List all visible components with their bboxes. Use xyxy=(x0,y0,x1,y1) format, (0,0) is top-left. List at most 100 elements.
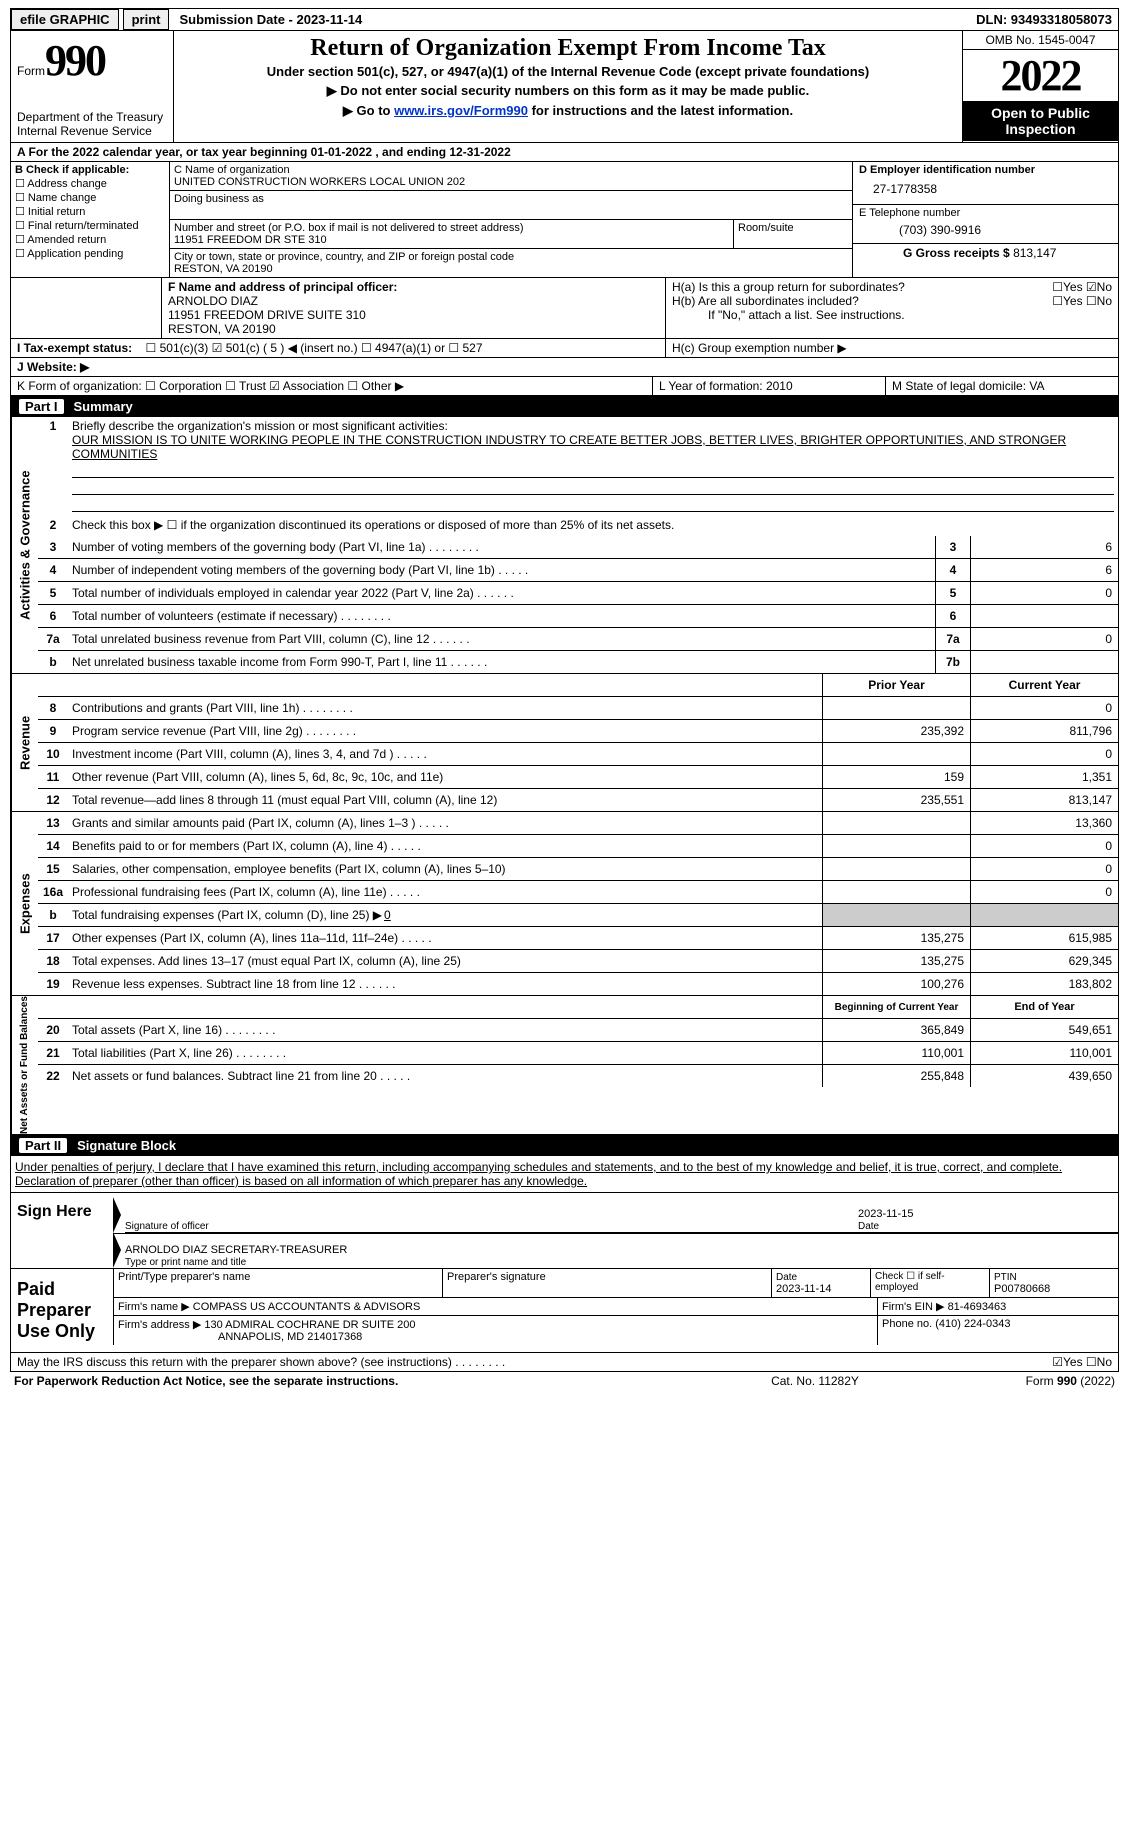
line20-beg: 365,849 xyxy=(822,1019,970,1041)
beginning-year-hdr: Beginning of Current Year xyxy=(822,996,970,1018)
line15-text: Salaries, other compensation, employee b… xyxy=(68,860,822,878)
line2-text[interactable]: Check this box ▶ ☐ if the organization d… xyxy=(68,516,1118,534)
telephone-value: (703) 390-9916 xyxy=(859,219,1112,241)
line5-text: Total number of individuals employed in … xyxy=(68,584,935,602)
prior-year-hdr: Prior Year xyxy=(822,674,970,696)
prep-date-label: Date xyxy=(776,1272,797,1283)
opt-final-return[interactable]: ☐ Final return/terminated xyxy=(15,219,165,232)
ha-yn[interactable]: ☐Yes ☑No xyxy=(1052,280,1112,294)
revenue-label: Revenue xyxy=(11,674,38,811)
firm-name: COMPASS US ACCOUNTANTS & ADVISORS xyxy=(193,1301,421,1313)
year-formation: L Year of formation: 2010 xyxy=(652,377,885,395)
line8-prior xyxy=(822,697,970,719)
triangle-icon xyxy=(113,1197,121,1233)
part2-label: Part II xyxy=(19,1138,67,1153)
hb-yn[interactable]: ☐Yes ☐No xyxy=(1052,294,1112,308)
opt-address-change[interactable]: ☐ Address change xyxy=(15,177,165,190)
opt-name-change[interactable]: ☐ Name change xyxy=(15,191,165,204)
org-name: UNITED CONSTRUCTION WORKERS LOCAL UNION … xyxy=(174,176,848,188)
ein-value: 27-1778358 xyxy=(859,176,1112,202)
street-label: Number and street (or P.O. box if mail i… xyxy=(174,222,729,234)
line8-curr: 0 xyxy=(970,697,1118,719)
ptin-value: P00780668 xyxy=(994,1283,1050,1295)
officer-name-title: ARNOLDO DIAZ SECRETARY-TREASURER xyxy=(125,1244,1118,1256)
line10-text: Investment income (Part VIII, column (A)… xyxy=(68,745,822,763)
form-subtitle: Under section 501(c), 527, or 4947(a)(1)… xyxy=(180,64,956,79)
line4-val: 6 xyxy=(970,559,1118,581)
form-title: Return of Organization Exempt From Incom… xyxy=(180,35,956,62)
irs-link[interactable]: www.irs.gov/Form990 xyxy=(394,103,528,118)
line6-text: Total number of volunteers (estimate if … xyxy=(68,607,935,625)
dept-treasury: Department of the Treasury xyxy=(17,110,167,124)
form-of-org[interactable]: K Form of organization: ☐ Corporation ☐ … xyxy=(11,377,652,395)
ptin-label: PTIN xyxy=(994,1272,1017,1283)
officer-label: F Name and address of principal officer: xyxy=(168,280,397,294)
line13-curr: 13,360 xyxy=(970,812,1118,834)
part1-title: Summary xyxy=(74,399,133,414)
line19-curr: 183,802 xyxy=(970,973,1118,995)
prep-sig-label: Preparer's signature xyxy=(447,1271,546,1283)
print-button[interactable]: print xyxy=(123,9,170,30)
sign-here-label: Sign Here xyxy=(11,1193,113,1268)
open-to-public: Open to Public Inspection xyxy=(963,101,1118,141)
self-employed-check[interactable]: Check ☐ if self-employed xyxy=(870,1269,989,1297)
activities-governance-label: Activities & Governance xyxy=(11,417,38,673)
org-info-section: B Check if applicable: ☐ Address change … xyxy=(10,162,1119,278)
form-note1: ▶ Do not enter social security numbers o… xyxy=(180,83,956,99)
date-label: Date xyxy=(858,1221,879,1232)
line17-text: Other expenses (Part IX, column (A), lin… xyxy=(68,929,822,947)
footer-form: 990 xyxy=(1057,1374,1077,1388)
form-number: 990 xyxy=(45,36,105,85)
efile-button[interactable]: efile GRAPHIC xyxy=(11,9,119,30)
firm-name-label: Firm's name ▶ xyxy=(118,1301,190,1313)
line19-prior: 100,276 xyxy=(822,973,970,995)
line12-text: Total revenue—add lines 8 through 11 (mu… xyxy=(68,791,822,809)
street-address: 11951 FREEDOM DR STE 310 xyxy=(174,234,729,246)
opt-amended-return[interactable]: ☐ Amended return xyxy=(15,233,165,246)
line14-curr: 0 xyxy=(970,835,1118,857)
hb-note: If "No," attach a list. See instructions… xyxy=(672,308,1112,322)
sig-officer-label: Signature of officer xyxy=(125,1221,209,1232)
firm-addr1: 130 ADMIRAL COCHRANE DR SUITE 200 xyxy=(204,1319,415,1331)
line15-curr: 0 xyxy=(970,858,1118,880)
paid-preparer-section: Paid Preparer Use Only Print/Type prepar… xyxy=(10,1269,1119,1353)
penalty-statement: Under penalties of perjury, I declare th… xyxy=(10,1156,1119,1193)
tax-status-label: I Tax-exempt status: xyxy=(17,341,132,355)
triangle-icon xyxy=(113,1232,121,1268)
opt-application-pending[interactable]: ☐ Application pending xyxy=(15,247,165,260)
firm-ein-label: Firm's EIN ▶ xyxy=(882,1301,945,1313)
hc-label: H(c) Group exemption number ▶ xyxy=(665,339,1118,357)
discuss-yn[interactable]: ☑Yes ☐No xyxy=(1052,1355,1112,1369)
telephone-label: E Telephone number xyxy=(859,207,1112,219)
current-year-hdr: Current Year xyxy=(970,674,1118,696)
line5-val: 0 xyxy=(970,582,1118,604)
line4-text: Number of independent voting members of … xyxy=(68,561,935,579)
line15-prior xyxy=(822,858,970,880)
discuss-question: May the IRS discuss this return with the… xyxy=(17,1355,1052,1369)
gross-receipts-value: 813,147 xyxy=(1013,246,1056,260)
end-year-hdr: End of Year xyxy=(970,996,1118,1018)
city-state-zip: RESTON, VA 20190 xyxy=(174,263,848,275)
line11-prior: 159 xyxy=(822,766,970,788)
line7b-val xyxy=(970,651,1118,673)
line8-text: Contributions and grants (Part VIII, lin… xyxy=(68,699,822,717)
form-note2: ▶ Go to www.irs.gov/Form990 for instruct… xyxy=(180,103,956,119)
line14-text: Benefits paid to or for members (Part IX… xyxy=(68,837,822,855)
part2-title: Signature Block xyxy=(77,1138,176,1153)
tax-status-opts[interactable]: ☐ 501(c)(3) ☑ 501(c) ( 5 ) ◀ (insert no.… xyxy=(146,341,483,355)
line22-end: 439,650 xyxy=(970,1065,1118,1087)
phone-value: (410) 224-0343 xyxy=(935,1318,1010,1330)
firm-ein: 81-4693463 xyxy=(948,1301,1007,1313)
line21-end: 110,001 xyxy=(970,1042,1118,1064)
part1-header: Part I Summary xyxy=(10,396,1119,417)
gross-receipts-label: G Gross receipts $ xyxy=(903,246,1010,260)
line16a-prior xyxy=(822,881,970,903)
tax-year: 2022 xyxy=(963,50,1118,101)
opt-initial-return[interactable]: ☐ Initial return xyxy=(15,205,165,218)
line14-prior xyxy=(822,835,970,857)
state-domicile: M State of legal domicile: VA xyxy=(885,377,1118,395)
form-header: Form990 Department of the Treasury Inter… xyxy=(10,31,1119,143)
officer-section: F Name and address of principal officer:… xyxy=(10,278,1119,339)
dln-label: DLN: 93493318058073 xyxy=(976,12,1118,27)
form-prefix: Form xyxy=(17,64,45,78)
